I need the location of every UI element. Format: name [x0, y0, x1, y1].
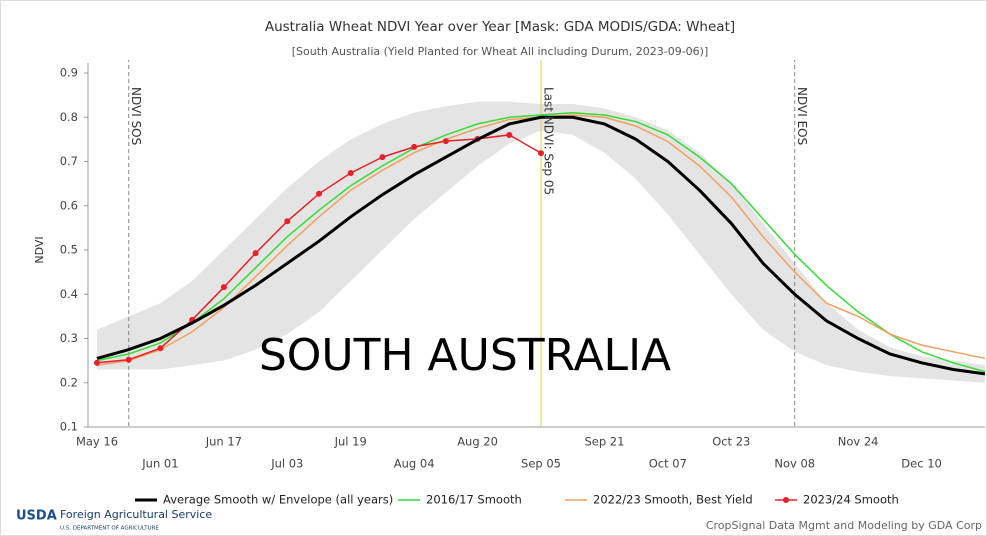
footer-department: U.S. DEPARTMENT OF AGRICULTURE: [60, 526, 159, 532]
x-tick-label: Sep 05: [521, 457, 561, 471]
x-tick-label: Oct 07: [649, 457, 687, 471]
y-tick-label: 0.1: [60, 420, 78, 434]
x-tick-label: Jun 17: [205, 435, 242, 449]
y-tick-label: 0.5: [60, 243, 78, 257]
x-tick-label: Aug 20: [457, 435, 498, 449]
x-tick-label: Oct 23: [712, 435, 750, 449]
legend-label: Average Smooth w/ Envelope (all years): [163, 493, 393, 507]
legend-label: 2023/24 Smooth: [803, 493, 899, 507]
data-point: [252, 250, 259, 257]
y-tick-label: 0.4: [60, 287, 78, 301]
overlay: NDVI SOS Last NDVI: Sep 05 NDVI EOS: [129, 87, 809, 195]
chart-subtitle: [South Australia (Yield Planted for Whea…: [292, 45, 709, 58]
y-axis-label: NDVI: [33, 236, 46, 263]
data-point: [347, 170, 354, 177]
x-tick-label: Aug 04: [394, 457, 435, 471]
y-tick-label: 0.7: [60, 154, 78, 168]
series-line: [96, 115, 985, 376]
vertical-marker-label: NDVI SOS: [129, 87, 143, 145]
x-tick-label: Sep 21: [584, 435, 624, 449]
footer-agency: Foreign Agricultural Service: [60, 508, 212, 521]
data-point: [316, 190, 322, 197]
x-tick-label: Jun 01: [141, 457, 178, 471]
series-line: [96, 112, 985, 373]
x-tick-label: Jul 19: [334, 435, 367, 449]
legend-label: 2022/23 Smooth, Best Yield: [593, 493, 753, 507]
x-tick-label: May 16: [76, 435, 118, 449]
envelope: [97, 101, 985, 383]
x-tick-label: Dec 10: [901, 457, 942, 471]
data-point: [125, 356, 132, 363]
y-tick-label: 0.2: [60, 375, 78, 389]
plot-area: [94, 60, 985, 427]
y-tick-label: 0.6: [60, 198, 78, 212]
data-point: [379, 154, 386, 161]
data-point: [442, 138, 449, 145]
x-tick-label: Nov 08: [774, 457, 815, 471]
data-point: [157, 345, 164, 352]
overlay-text: SOUTH AUSTRALIA: [259, 330, 671, 381]
data-point: [506, 131, 513, 138]
legend: Average Smooth w/ Envelope (all years) 20…: [135, 493, 899, 507]
legend-label: 2016/17 Smooth: [426, 493, 522, 507]
data-point: [220, 284, 227, 291]
data-point: [411, 143, 418, 150]
y-tick-label: 0.8: [60, 110, 78, 124]
y-tick-label: 0.3: [60, 331, 78, 345]
data-point: [538, 150, 544, 157]
y-tick-label: 0.9: [60, 66, 78, 80]
footer-logo: USDA: [16, 509, 57, 524]
data-point: [94, 359, 100, 366]
vertical-marker-label: Last NDVI: Sep 05: [542, 87, 556, 195]
legend-marker: [783, 497, 789, 503]
data-point: [284, 218, 291, 225]
chart-title: Australia Wheat NDVI Year over Year [Mas…: [265, 19, 735, 35]
vertical-marker-label: NDVI EOS: [795, 87, 809, 145]
footer-credit: CropSignal Data Mgmt and Modeling by GDA…: [706, 519, 982, 532]
x-tick-label: Jul 03: [270, 457, 303, 471]
x-tick-label: Nov 24: [838, 435, 879, 449]
